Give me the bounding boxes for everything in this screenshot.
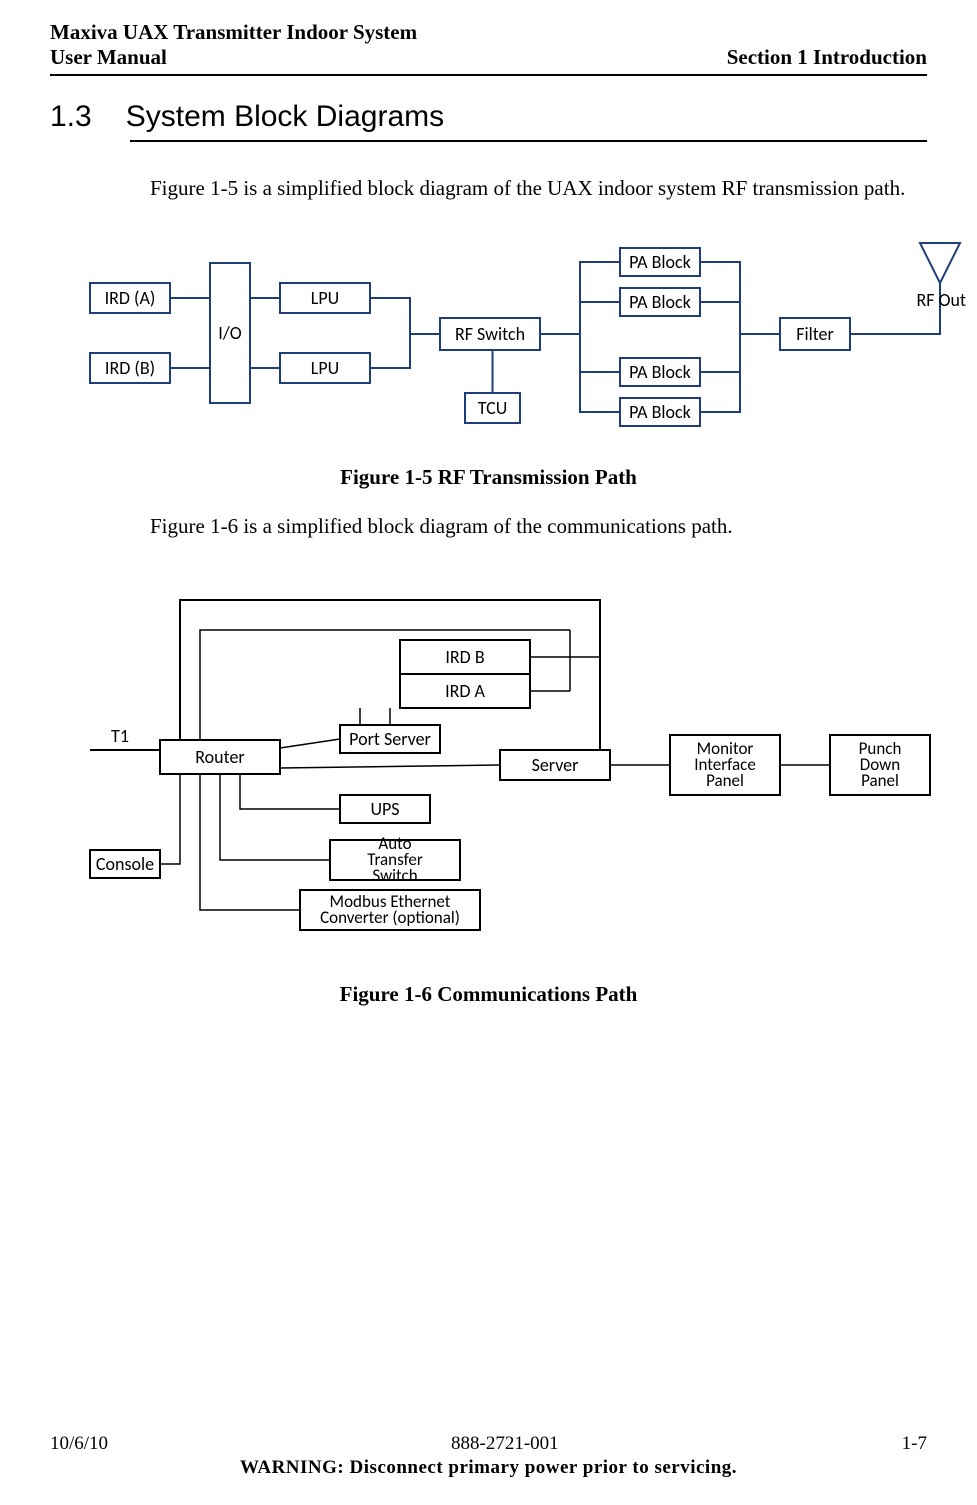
footer-date: 10/6/10 <box>50 1433 108 1455</box>
svg-text:Console: Console <box>96 853 154 875</box>
svg-text:TCU: TCU <box>478 397 508 419</box>
header-subtitle: User Manual <box>50 45 417 70</box>
figure-1-6-diagram: T1RouterIRD BIRD APort ServerServerMonit… <box>80 580 977 960</box>
paragraph-1: Figure 1-5 is a simplified block diagram… <box>150 174 907 202</box>
section-rule <box>130 140 927 142</box>
figure-1-5-caption: Figure 1-5 RF Transmission Path <box>50 465 927 490</box>
figure-1-5-diagram: IRD (A) IRD (B) I/O LPU LPU RF Switch TCU PA Bl… <box>80 233 977 443</box>
svg-text:IRD (B): IRD (B) <box>105 357 155 379</box>
svg-text:I/O: I/O <box>218 322 241 344</box>
svg-text:Router: Router <box>195 746 244 768</box>
svg-text:LPU: LPU <box>311 287 339 309</box>
svg-text:Panel: Panel <box>706 770 744 791</box>
svg-text:Converter (optional): Converter (optional) <box>320 907 460 928</box>
paragraph-2: Figure 1-6 is a simplified block diagram… <box>150 512 907 540</box>
svg-text:T1: T1 <box>111 725 129 747</box>
svg-text:Port Server: Port Server <box>349 728 431 750</box>
svg-text:RF Out: RF Out <box>916 289 966 311</box>
svg-text:RF Switch: RF Switch <box>455 323 525 345</box>
footer-pagenum: 1-7 <box>902 1433 927 1455</box>
svg-text:IRD (A): IRD (A) <box>105 287 156 309</box>
header-product: Maxiva UAX Transmitter Indoor System <box>50 20 417 45</box>
section-title: System Block Diagrams <box>126 100 444 134</box>
svg-text:UPS: UPS <box>370 798 399 820</box>
footer-docnum: 888-2721-001 <box>451 1433 559 1455</box>
section-number: 1.3 <box>50 100 92 134</box>
svg-text:Server: Server <box>532 754 579 776</box>
footer-warning: WARNING: Disconnect primary power prior … <box>50 1457 927 1479</box>
header-section: Section 1 Introduction <box>727 45 927 70</box>
svg-text:PA Block: PA Block <box>629 251 691 273</box>
svg-text:IRD A: IRD A <box>445 680 485 702</box>
svg-text:PA Block: PA Block <box>629 291 691 313</box>
figure-1-6-caption: Figure 1-6 Communications Path <box>50 982 927 1007</box>
svg-text:Switch: Switch <box>372 865 417 886</box>
header-rule <box>50 74 927 76</box>
svg-text:LPU: LPU <box>311 357 339 379</box>
svg-text:Filter: Filter <box>796 323 834 345</box>
svg-text:PA Block: PA Block <box>629 401 691 423</box>
svg-text:PA Block: PA Block <box>629 361 691 383</box>
svg-text:Panel: Panel <box>861 770 899 791</box>
svg-text:IRD B: IRD B <box>445 646 484 668</box>
